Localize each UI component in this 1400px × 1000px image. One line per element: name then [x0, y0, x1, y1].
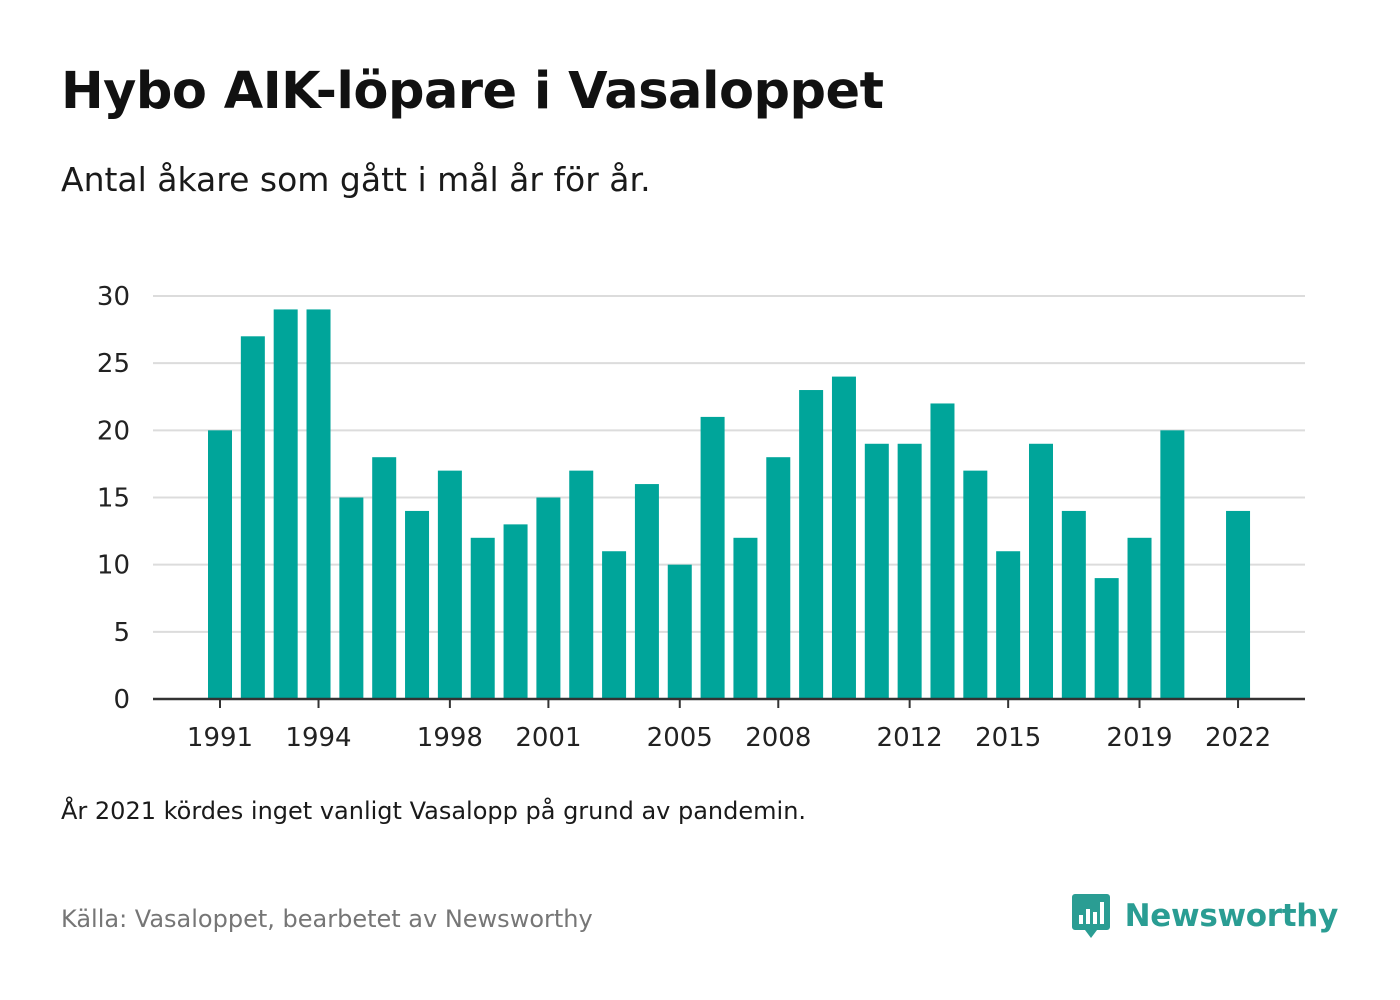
x-tick-label: 2008 — [745, 723, 811, 753]
bar-2004 — [634, 484, 659, 699]
bar-1994 — [306, 309, 331, 699]
bar-2017 — [1061, 510, 1086, 699]
x-tick-label: 1998 — [417, 723, 483, 753]
brand-logo: Newsworthy — [1071, 892, 1338, 940]
brand-name: Newsworthy — [1124, 898, 1339, 934]
bar-2014 — [963, 470, 988, 699]
x-tick-label: 1991 — [187, 723, 253, 753]
bar-2005 — [667, 564, 692, 699]
bar-2010 — [831, 376, 856, 699]
y-tick-label: 25 — [97, 349, 130, 379]
bar-1993 — [273, 309, 298, 699]
y-tick-label: 20 — [97, 416, 130, 446]
bar-2020 — [1160, 430, 1185, 699]
bar-2018 — [1094, 578, 1119, 699]
x-tick-label: 1994 — [285, 723, 351, 753]
chart-note: År 2021 kördes inget vanligt Vasalopp på… — [61, 797, 807, 825]
bar-2009 — [799, 390, 824, 699]
axes: 0 5 10 15 20 25 30 1991 1994 1998 2001 2005 2008 2012… — [97, 282, 1305, 753]
bar-2002 — [569, 470, 594, 699]
bar-2000 — [503, 524, 528, 699]
bar-2006 — [700, 416, 725, 699]
y-tick-label: 0 — [113, 685, 130, 715]
x-tick-label: 2005 — [647, 723, 713, 753]
x-tick-label: 2022 — [1205, 723, 1271, 753]
y-tick-label: 15 — [97, 484, 130, 514]
x-tick-label: 2012 — [877, 723, 943, 753]
source-credit: Källa: Vasaloppet, bearbetet av Newswort… — [61, 905, 593, 933]
bar-2003 — [602, 551, 627, 699]
bar-2013 — [930, 403, 955, 699]
bar-chart: 0 5 10 15 20 25 30 1991 1994 1998 2001 2005 2008 2012… — [97, 282, 1305, 753]
x-tick-label: 2019 — [1106, 723, 1172, 753]
bar-1996 — [372, 457, 397, 699]
bar-1995 — [339, 497, 364, 699]
bar-1997 — [405, 510, 430, 699]
bar-2001 — [536, 497, 561, 699]
x-tick-label: 2001 — [515, 723, 581, 753]
bar-2011 — [864, 443, 889, 699]
bar-2012 — [897, 443, 922, 699]
chart-subtitle: Antal åkare som gått i mål år för år. — [61, 160, 651, 199]
x-tick-label: 2015 — [975, 723, 1041, 753]
bar-2007 — [733, 537, 758, 699]
bar-2008 — [766, 457, 791, 699]
y-tick-label: 10 — [97, 551, 130, 581]
bars — [208, 309, 1251, 699]
bar-1999 — [470, 537, 495, 699]
bar-1992 — [240, 336, 265, 699]
bar-2016 — [1029, 443, 1053, 699]
bar-1998 — [437, 470, 462, 699]
bar-2019 — [1127, 537, 1152, 699]
bar-1991 — [208, 430, 232, 699]
y-tick-label: 30 — [97, 282, 130, 312]
chart-title: Hybo AIK-löpare i Vasaloppet — [61, 62, 884, 121]
bar-2015 — [996, 551, 1021, 699]
y-tick-label: 5 — [113, 618, 130, 648]
bar-2022 — [1226, 510, 1251, 699]
newsworthy-logo-icon — [1071, 894, 1110, 938]
